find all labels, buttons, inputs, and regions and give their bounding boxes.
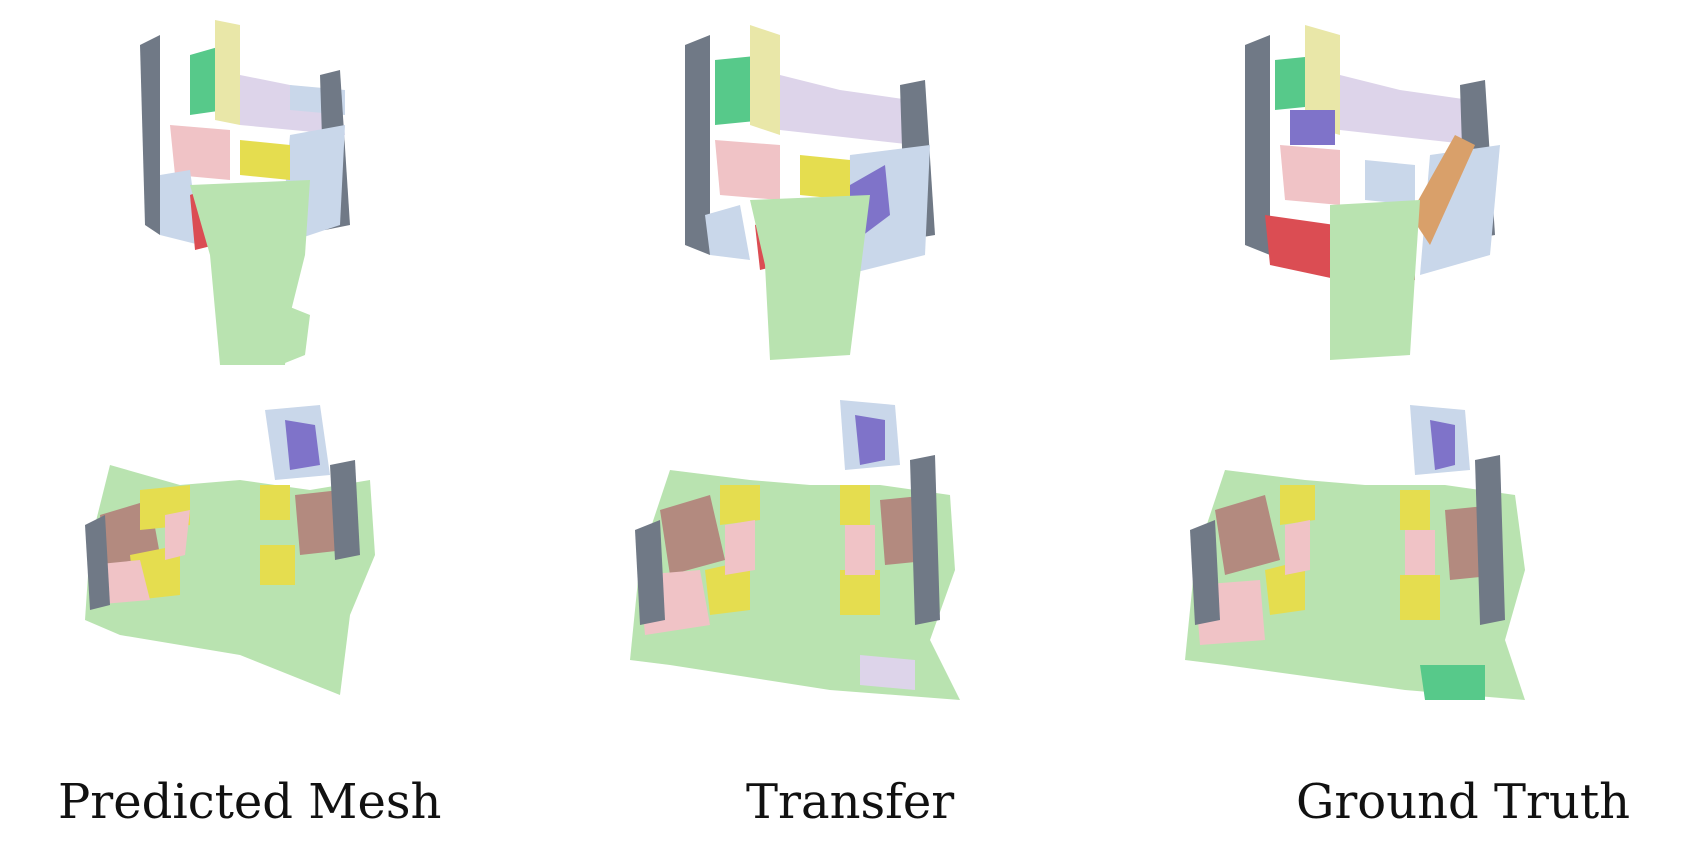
scene1-transfer — [670, 15, 970, 375]
scene2-ground-truth — [1185, 400, 1535, 710]
scene2-transfer — [630, 400, 970, 710]
caption-transfer: Transfer — [746, 774, 955, 830]
scene2-predicted-mesh — [80, 405, 390, 695]
scene1-predicted-mesh — [130, 15, 390, 375]
caption-ground-truth: Ground Truth — [1296, 774, 1631, 830]
caption-predicted-mesh: Predicted Mesh — [58, 774, 442, 830]
scene1-ground-truth — [1230, 15, 1530, 375]
